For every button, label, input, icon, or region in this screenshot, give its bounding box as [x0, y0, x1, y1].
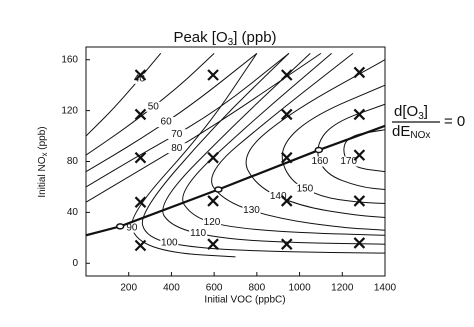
sample-marker [134, 108, 147, 121]
contour-line [245, 59, 385, 218]
contour-label: 100 [161, 238, 178, 249]
contour-line [86, 52, 322, 203]
contour-line [86, 52, 215, 156]
y-label-subscript: x [40, 153, 49, 157]
sample-marker [280, 151, 293, 164]
annotation: d[O3] dENOx = 0 [392, 103, 465, 141]
contour-label-bg [269, 191, 288, 202]
y-tick-label: 80 [67, 156, 79, 167]
contour-line [211, 52, 385, 231]
numerator-part: d[O [394, 103, 418, 120]
y-label-part: Initial NO [37, 156, 48, 197]
sample-marker [134, 69, 147, 81]
ridge-point [214, 186, 223, 193]
contour-label-bg [167, 143, 186, 154]
sample-marker [134, 151, 147, 164]
sample-marker [280, 238, 293, 250]
contour-line [141, 53, 385, 254]
x-tick-label: 1200 [331, 283, 354, 294]
contour-label-bg [339, 156, 358, 167]
x-axis-label: Initial VOC (ppbC) [204, 295, 285, 306]
contour-label-bg [157, 117, 176, 128]
contour-label: 120 [204, 217, 221, 228]
title-part: ] (ppb) [233, 29, 276, 46]
sample-marker [207, 151, 219, 164]
sample-marker [134, 239, 147, 252]
contour-label-bg [160, 237, 179, 248]
denominator-subscript: NOx [410, 130, 430, 141]
sample-marker [353, 195, 366, 207]
contour-label-bg [189, 228, 208, 239]
x-tick-label: 200 [120, 283, 137, 294]
sample-marker [353, 108, 366, 121]
contour-label-bg [167, 129, 186, 140]
sample-marker [134, 196, 147, 208]
contour-label-bg [295, 183, 314, 194]
contour-label: 110 [190, 228, 206, 239]
title-part: Peak [O [173, 29, 227, 46]
sample-marker [280, 195, 293, 207]
annotation-equals: = 0 [444, 113, 465, 130]
ridge-point [115, 223, 125, 230]
contour-label: 150 [297, 183, 314, 194]
chart-title: Peak [O3] (ppb) [173, 29, 276, 48]
sample-marker [353, 237, 366, 249]
sample-marker [207, 238, 219, 250]
contour-label-bg [242, 205, 261, 216]
contour-label: 130 [243, 205, 260, 216]
y-tick-label: 0 [72, 258, 78, 269]
contour-line [86, 52, 290, 188]
x-tick-label: 600 [206, 283, 223, 294]
ridge-point [314, 146, 324, 154]
x-tick-label: 400 [163, 283, 180, 294]
annotation-denominator: dENOx [392, 123, 430, 141]
y-axis-label: Initial NOx (ppb) [37, 126, 49, 197]
sample-marker [207, 69, 219, 81]
contour-line [86, 52, 258, 173]
x-tick-label: 1400 [374, 283, 397, 294]
numerator-part: ] [424, 103, 428, 120]
contour-label: 90 [126, 222, 138, 233]
sample-marker [280, 108, 293, 121]
y-tick-label: 160 [61, 54, 78, 65]
title-subscript: 3 [228, 37, 234, 48]
contour-label-bg [203, 217, 222, 228]
y-label-part: (ppb) [37, 126, 48, 152]
contour-label: 140 [270, 191, 287, 202]
y-tick-label: 120 [61, 105, 78, 116]
x-tick-label: 800 [249, 283, 266, 294]
contour-label-bg [130, 73, 149, 84]
sample-marker [353, 66, 366, 79]
denominator-part: dE [392, 123, 410, 140]
contour-label: 160 [312, 156, 329, 167]
contour-line [86, 53, 162, 137]
contour-label: 70 [171, 129, 183, 140]
contour-label: 170 [340, 156, 357, 167]
contour-label-bg [144, 101, 163, 112]
contour-label-bg [310, 156, 329, 167]
contour-label: 80 [171, 143, 183, 154]
contour-label: 40 [134, 73, 146, 84]
sample-marker [280, 69, 293, 81]
sample-marker [353, 149, 366, 161]
x-tick-label: 1000 [288, 283, 311, 294]
contour-label: 60 [161, 117, 173, 128]
contour-line [162, 52, 385, 245]
annotation-numerator: d[O3] [394, 103, 428, 122]
y-tick-label: 40 [67, 207, 79, 218]
contour-line [182, 52, 385, 236]
contour-line [131, 53, 258, 258]
numerator-subscript: 3 [418, 111, 424, 122]
contour-label-bg [122, 222, 141, 233]
contour-label: 50 [148, 101, 160, 112]
sample-marker [207, 195, 219, 207]
